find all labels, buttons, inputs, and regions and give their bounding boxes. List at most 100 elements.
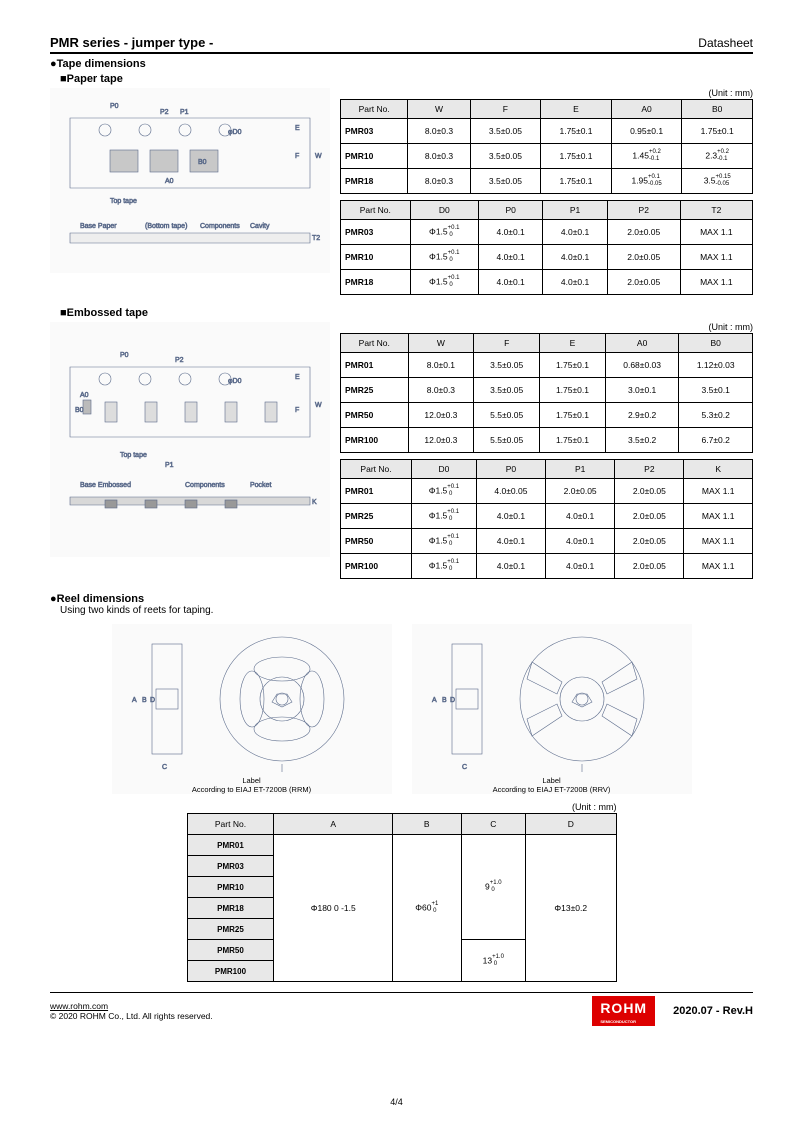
col-header: E bbox=[541, 100, 612, 119]
data-cell: Φ60+1 0 bbox=[393, 835, 462, 982]
data-cell: 6.7±0.2 bbox=[679, 428, 753, 453]
data-cell: 3.5±0.05 bbox=[470, 169, 541, 194]
reel-figures: ABD C Label According to EIAJ ET-7200B (… bbox=[50, 624, 753, 794]
data-cell: 1.75±0.1 bbox=[541, 119, 612, 144]
table-row: PMR10Φ1.5+0.1 04.0±0.14.0±0.12.0±0.05MAX… bbox=[341, 245, 753, 270]
table-row: PMR5012.0±0.35.5±0.051.75±0.12.9±0.25.3±… bbox=[341, 403, 753, 428]
page-footer: www.rohm.com © 2020 ROHM Co., Ltd. All r… bbox=[50, 992, 753, 1026]
part-no-cell: PMR18 bbox=[341, 270, 411, 295]
data-cell: MAX 1.1 bbox=[680, 270, 752, 295]
table-row: PMR50Φ1.5+0.1 04.0±0.14.0±0.12.0±0.05MAX… bbox=[341, 529, 753, 554]
revision: 2020.07 - Rev.H bbox=[673, 1005, 753, 1017]
part-no-cell: PMR10 bbox=[341, 245, 411, 270]
page-header: PMR series - jumper type - Datasheet bbox=[50, 35, 753, 54]
data-cell: 12.0±0.3 bbox=[408, 403, 474, 428]
part-no-cell: PMR50 bbox=[341, 529, 412, 554]
part-no-cell: PMR50 bbox=[187, 940, 274, 961]
svg-text:P0: P0 bbox=[120, 352, 129, 359]
col-header: A0 bbox=[605, 334, 679, 353]
data-cell: 2.0±0.05 bbox=[615, 554, 684, 579]
svg-text:Pocket: Pocket bbox=[250, 482, 271, 489]
col-header: B0 bbox=[682, 100, 753, 119]
part-no-cell: PMR10 bbox=[341, 144, 408, 169]
embossed-tape-tables: (Unit : mm) Part No.WFEA0B0PMR018.0±0.13… bbox=[340, 322, 753, 585]
data-cell: 2.0±0.05 bbox=[546, 479, 615, 504]
svg-text:F: F bbox=[295, 153, 299, 160]
table-row: PMR01Φ180 0 -1.5Φ60+1 09+1.0 0Φ13±0.2 bbox=[187, 835, 616, 856]
data-cell: 13+1.0 0 bbox=[461, 940, 526, 982]
section-reel-dimensions: ●Reel dimensions bbox=[50, 593, 753, 605]
page-number: 4/4 bbox=[0, 1097, 793, 1107]
footer-url[interactable]: www.rohm.com bbox=[50, 1001, 108, 1011]
paper-tape-table-1: Part No.WFEA0B0PMR038.0±0.33.5±0.051.75±… bbox=[340, 99, 753, 194]
svg-text:Components: Components bbox=[185, 482, 225, 489]
data-cell: 3.5±0.05 bbox=[470, 119, 541, 144]
data-cell: 3.5±0.05 bbox=[474, 378, 540, 403]
table-row: PMR038.0±0.33.5±0.051.75±0.10.95±0.11.75… bbox=[341, 119, 753, 144]
data-cell: 4.0±0.1 bbox=[476, 529, 545, 554]
reel-table-wrap: (Unit : mm) Part No.ABCDPMR01Φ180 0 -1.5… bbox=[187, 802, 617, 982]
col-header: K bbox=[684, 460, 753, 479]
svg-text:C: C bbox=[162, 764, 167, 771]
data-cell: 2.0±0.05 bbox=[607, 270, 680, 295]
svg-text:P2: P2 bbox=[160, 109, 169, 116]
part-no-cell: PMR50 bbox=[341, 403, 409, 428]
data-cell: 5.5±0.05 bbox=[474, 403, 540, 428]
svg-text:K: K bbox=[312, 499, 317, 506]
data-cell: Φ1.5+0.1 0 bbox=[412, 529, 477, 554]
data-cell: MAX 1.1 bbox=[684, 504, 753, 529]
svg-text:B: B bbox=[442, 697, 447, 704]
part-no-cell: PMR100 bbox=[341, 428, 409, 453]
col-header: W bbox=[408, 334, 474, 353]
data-cell: 8.0±0.3 bbox=[408, 378, 474, 403]
rohm-logo-sub: SEMICONDUCTOR bbox=[600, 1019, 636, 1024]
footer-copyright: © 2020 ROHM Co., Ltd. All rights reserve… bbox=[50, 1011, 213, 1021]
unit-label-3: (Unit : mm) bbox=[187, 802, 617, 812]
table-row: PMR108.0±0.33.5±0.051.75±0.11.45+0.2-0.1… bbox=[341, 144, 753, 169]
data-cell: 8.0±0.3 bbox=[408, 119, 470, 144]
col-header: D bbox=[526, 814, 616, 835]
unit-label-1: (Unit : mm) bbox=[340, 88, 753, 98]
svg-text:A: A bbox=[132, 697, 137, 704]
data-cell: 5.3±0.2 bbox=[679, 403, 753, 428]
svg-text:Base Embossed: Base Embossed bbox=[80, 482, 131, 489]
col-header: T2 bbox=[680, 201, 752, 220]
svg-text:B0: B0 bbox=[75, 407, 84, 414]
data-cell: Φ1.5+0.1 0 bbox=[412, 479, 477, 504]
data-cell: Φ1.5+0.1 0 bbox=[412, 504, 477, 529]
data-cell: Φ1.5+0.1 0 bbox=[410, 270, 478, 295]
part-no-cell: PMR18 bbox=[187, 898, 274, 919]
svg-text:P0: P0 bbox=[110, 103, 119, 110]
col-header: Part No. bbox=[341, 334, 409, 353]
paper-tape-table-2: Part No.D0P0P1P2T2PMR03Φ1.5+0.1 04.0±0.1… bbox=[340, 200, 753, 295]
part-no-cell: PMR100 bbox=[341, 554, 412, 579]
part-no-cell: PMR01 bbox=[187, 835, 274, 856]
col-header: A bbox=[274, 814, 393, 835]
svg-text:D: D bbox=[450, 697, 455, 704]
data-cell: 3.5±0.2 bbox=[605, 428, 679, 453]
col-header: W bbox=[408, 100, 470, 119]
svg-text:B: B bbox=[142, 697, 147, 704]
part-no-cell: PMR100 bbox=[187, 961, 274, 982]
col-header: P0 bbox=[476, 460, 545, 479]
data-cell: Φ13±0.2 bbox=[526, 835, 616, 982]
data-cell: Φ180 0 -1.5 bbox=[274, 835, 393, 982]
data-cell: 3.5+0.15-0.05 bbox=[682, 169, 753, 194]
svg-text:T2: T2 bbox=[312, 235, 320, 242]
svg-text:Base Paper: Base Paper bbox=[80, 223, 117, 230]
footer-left: www.rohm.com © 2020 ROHM Co., Ltd. All r… bbox=[50, 1001, 213, 1021]
col-header: D0 bbox=[410, 201, 478, 220]
data-cell: 1.75±0.1 bbox=[540, 378, 606, 403]
table-row: PMR258.0±0.33.5±0.051.75±0.13.0±0.13.5±0… bbox=[341, 378, 753, 403]
table-row: PMR25Φ1.5+0.1 04.0±0.14.0±0.12.0±0.05MAX… bbox=[341, 504, 753, 529]
svg-text:W: W bbox=[315, 153, 322, 160]
table-row: PMR100Φ1.5+0.1 04.0±0.14.0±0.12.0±0.05MA… bbox=[341, 554, 753, 579]
header-right: Datasheet bbox=[698, 36, 753, 50]
data-cell: 3.5±0.1 bbox=[679, 378, 753, 403]
data-cell: 3.5±0.05 bbox=[470, 144, 541, 169]
col-header: D0 bbox=[412, 460, 477, 479]
paper-tape-tables: (Unit : mm) Part No.WFEA0B0PMR038.0±0.33… bbox=[340, 88, 753, 301]
col-header: P2 bbox=[607, 201, 680, 220]
data-cell: 9+1.0 0 bbox=[461, 835, 526, 940]
data-cell: 4.0±0.05 bbox=[476, 479, 545, 504]
